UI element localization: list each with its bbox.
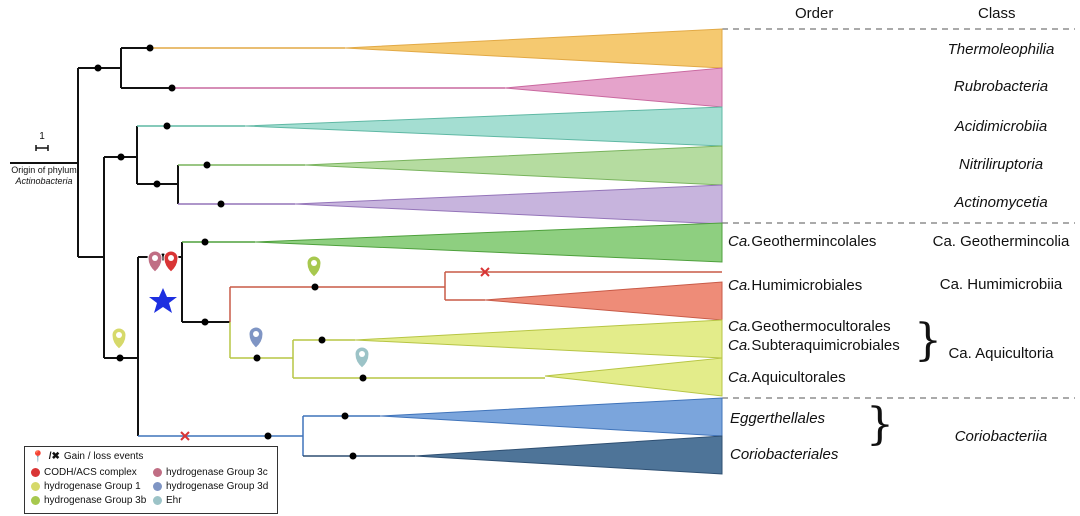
order-humimicrobiales: Ca.Humimicrobiales (728, 277, 863, 294)
class-rubrobacteria: Rubrobacteria (953, 78, 1049, 95)
node-dot (311, 283, 319, 291)
pin-hydrogenase-3b-icon (306, 255, 322, 278)
clade-acidimicrobiia (244, 106, 723, 147)
class-nitriliruptoria: Nitriliruptoria (958, 156, 1044, 173)
scale-bar (35, 145, 49, 151)
order-aquicultorales: Ca.Aquicultorales (728, 369, 846, 386)
loss-cross-icon (480, 267, 490, 277)
node-dot (264, 432, 272, 440)
legend-dot-icon (153, 468, 162, 477)
legend-item: Ehr (153, 495, 182, 506)
legend-dot-icon (31, 496, 40, 505)
star-icon (149, 288, 177, 313)
node-dot (201, 318, 209, 326)
node-dot (146, 44, 154, 52)
class-aquicultoria: Ca. Aquicultoria (948, 345, 1054, 362)
clade-aquicultorales (544, 357, 723, 397)
class-thermoleophilia: Thermoleophilia (947, 41, 1055, 58)
cross-icon: /✖ (48, 451, 60, 462)
node-dot (318, 336, 326, 344)
class-geothermincolia: Ca. Geothermincolia (932, 233, 1070, 250)
node-dot (217, 200, 225, 208)
order-geothermincolales: Ca.Geothermincolales (728, 233, 877, 250)
node-dot (203, 161, 211, 169)
pin-hydrogenase-3d-icon (248, 326, 264, 349)
clade-nitriliruptoria (304, 145, 723, 186)
clade-geothermocultorales (354, 319, 723, 359)
clade-eggerthellales (379, 397, 723, 437)
order-geothermocultorales: Ca.Geothermocultorales (728, 318, 891, 335)
node-dot (201, 238, 209, 246)
pin-hydrogenase-3c-icon (147, 250, 163, 273)
node-dot (168, 84, 176, 92)
legend-dot-icon (153, 496, 162, 505)
legend-dot-icon (31, 482, 40, 491)
legend-title: 📍 /✖ Gain / loss events (31, 451, 144, 463)
brace-aquicultoria: } (914, 315, 942, 366)
node-dot (116, 354, 124, 362)
node-dot (349, 452, 357, 460)
class-header: Class (978, 5, 1016, 22)
order-header: Order (795, 5, 834, 22)
clade-coriobacteriales (414, 435, 723, 475)
class-actinomycetia: Actinomycetia (954, 194, 1048, 211)
class-acidimicrobiia: Acidimicrobiia (954, 118, 1048, 135)
class-coriobacteriia: Coriobacteriia (954, 428, 1048, 445)
brace-coriobacteriia: } (866, 399, 894, 450)
legend-item: hydrogenase Group 3d (153, 481, 268, 492)
pin-hydrogenase-1-icon (111, 327, 127, 350)
node-dot (341, 412, 349, 420)
clade-geothermincolia (254, 222, 723, 263)
scale-value: 1 (39, 131, 45, 142)
clade-humimicrobiia (484, 281, 723, 321)
pin-ehr-icon (354, 346, 370, 369)
clade-actinomycetia (294, 184, 723, 225)
legend: 📍 /✖ Gain / loss events CODH/ACS complex… (24, 446, 278, 514)
origin-label: Origin of phylum Actinobacteria (11, 165, 77, 186)
node-dot (94, 64, 102, 72)
legend-item: hydrogenase Group 3b (31, 495, 146, 506)
clade-thermoleophilia (344, 28, 723, 69)
clade-rubrobacteria (504, 67, 723, 108)
legend-item: CODH/ACS complex (31, 467, 137, 478)
loss-cross-icon (180, 431, 190, 441)
legend-item: hydrogenase Group 1 (31, 481, 141, 492)
node-dot (359, 374, 367, 382)
node-dot (117, 153, 125, 161)
pin-icon: 📍 (31, 451, 45, 463)
order-coriobacteriales: Coriobacteriales (730, 446, 839, 463)
order-eggerthellales: Eggerthellales (730, 410, 826, 427)
legend-item: hydrogenase Group 3c (153, 467, 268, 478)
class-humimicrobiia: Ca. Humimicrobiia (939, 276, 1063, 293)
legend-dot-icon (31, 468, 40, 477)
node-dot (253, 354, 261, 362)
order-subteraquimicrobiales: Ca.Subteraquimicrobiales (728, 337, 900, 354)
node-dot (163, 122, 171, 130)
legend-dot-icon (153, 482, 162, 491)
pin-codh-icon (163, 250, 179, 273)
node-dot (153, 180, 161, 188)
